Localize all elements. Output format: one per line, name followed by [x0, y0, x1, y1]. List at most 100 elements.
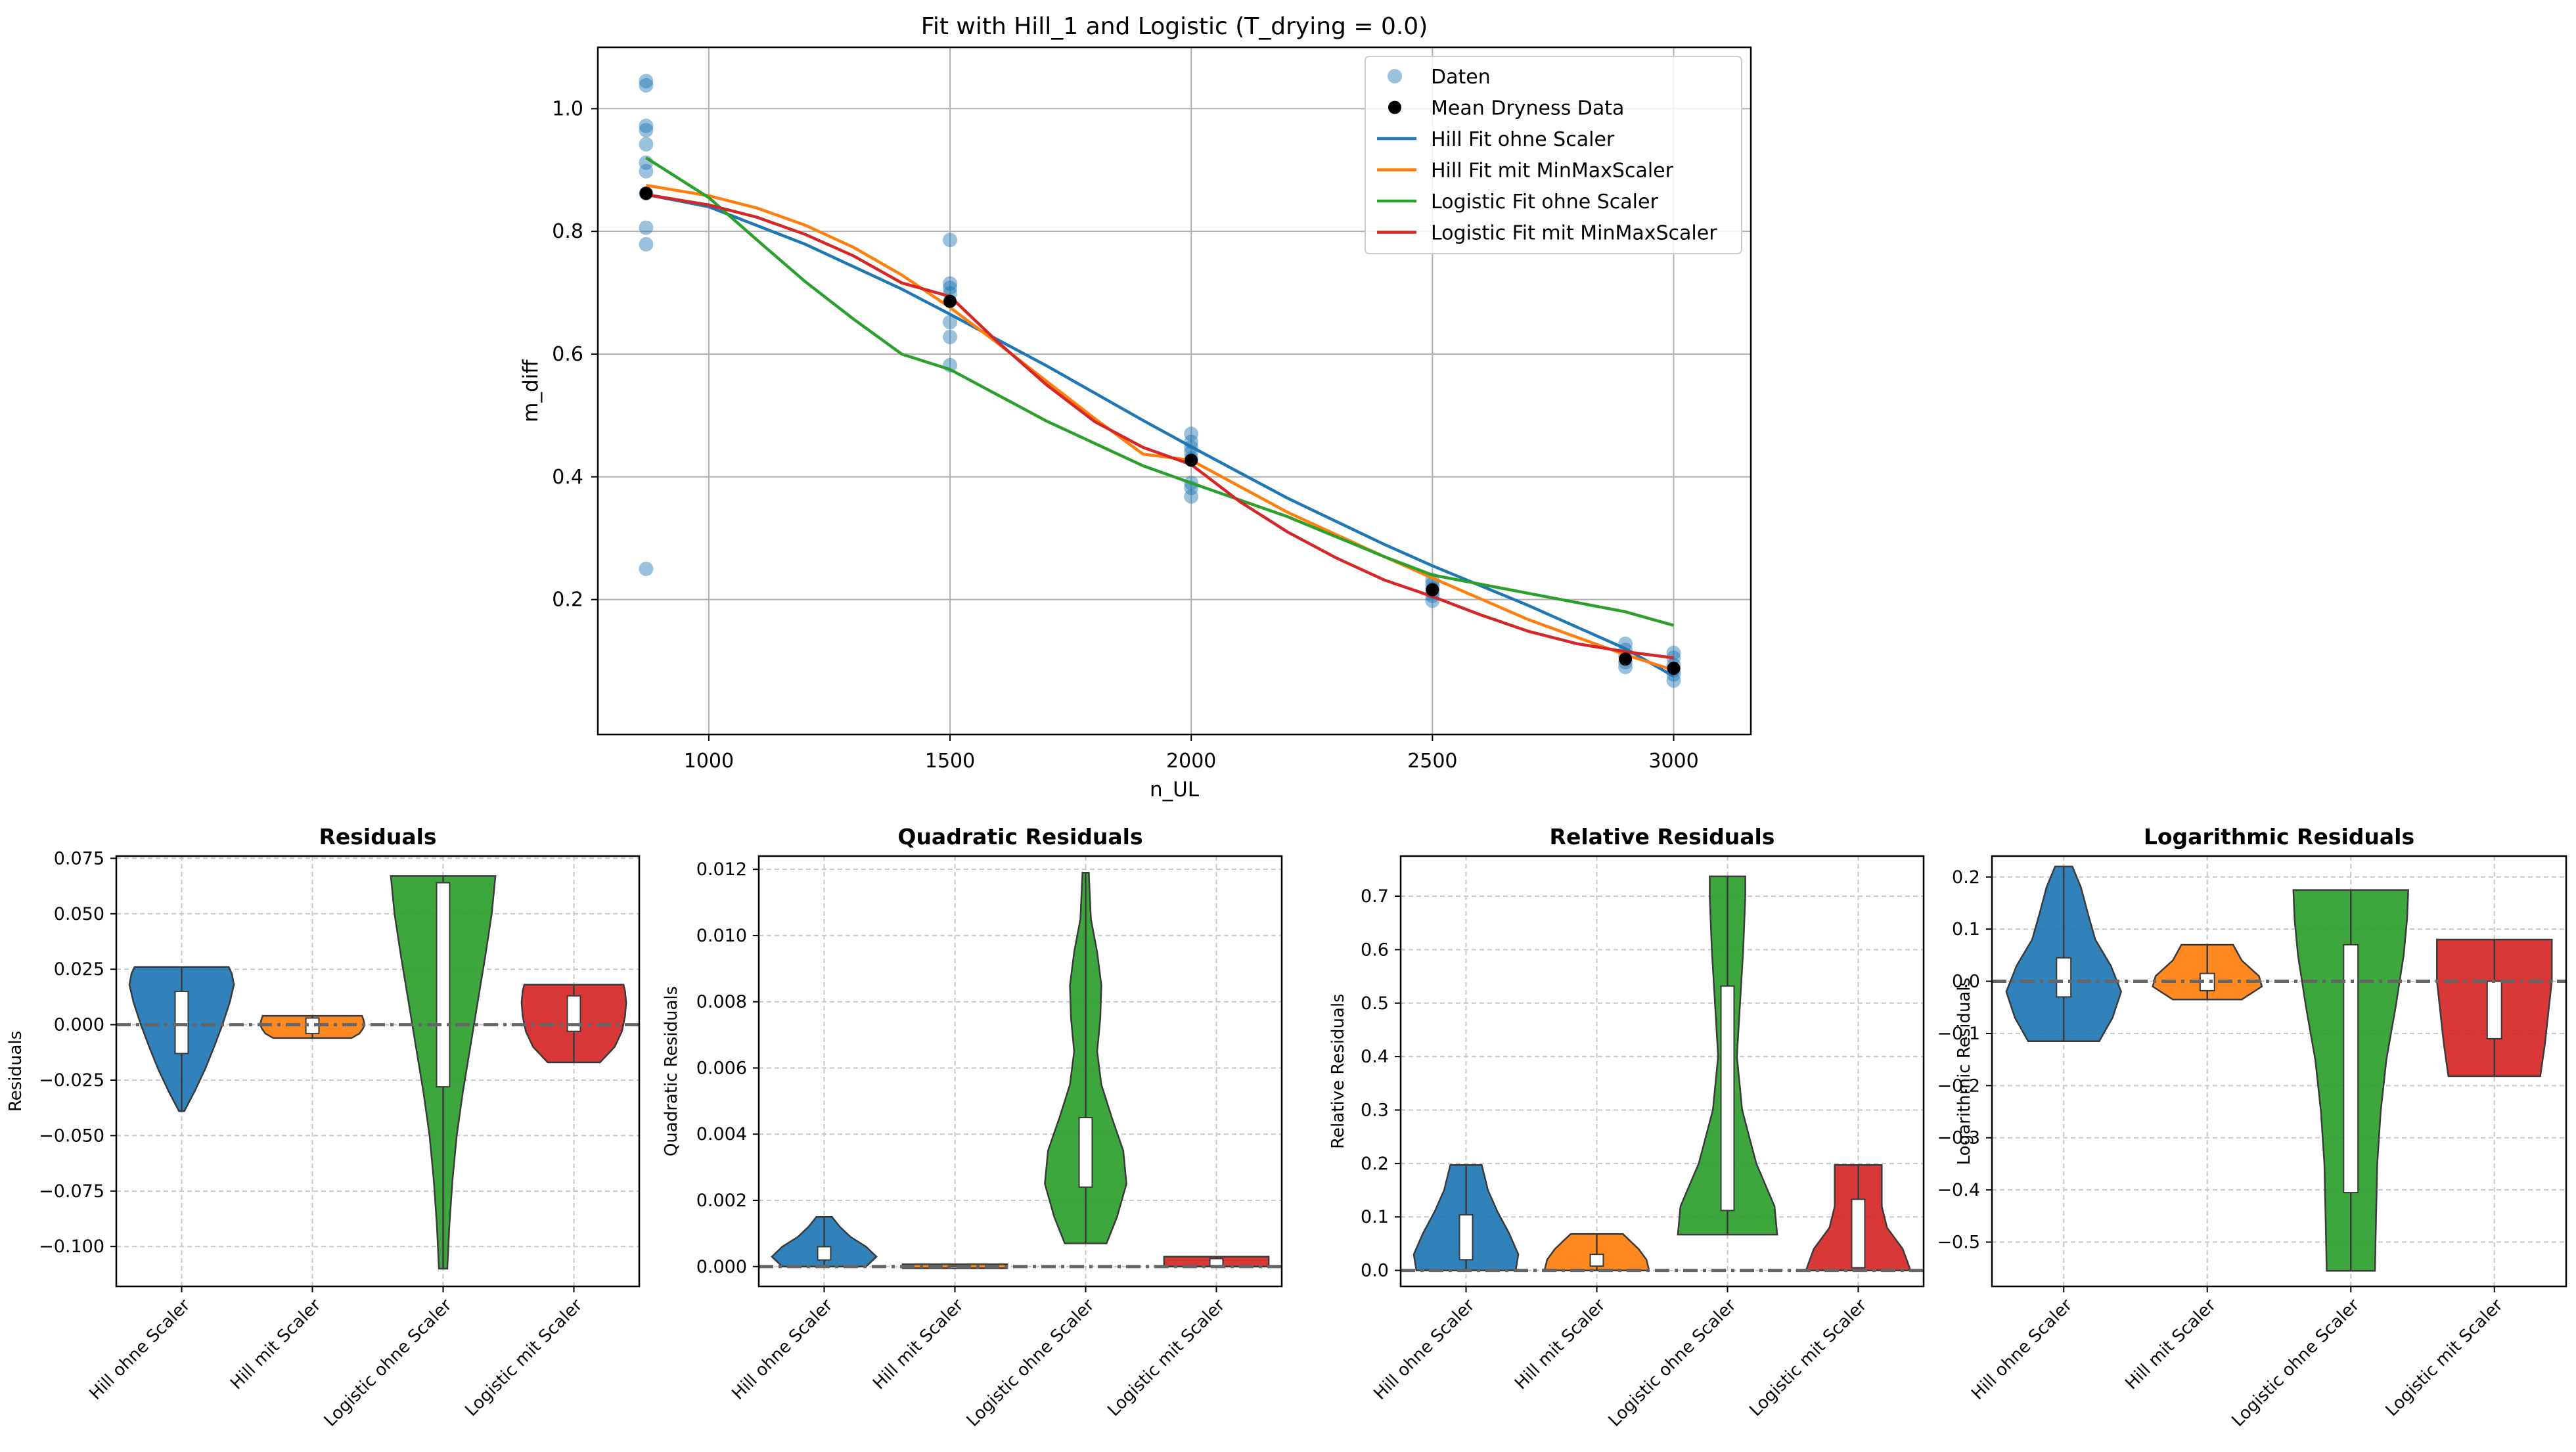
x-tick-label: Logistic mit Scaler — [461, 1296, 586, 1420]
quadratic-residuals-violin-plot: 0.000 0.002 0.004 0.006 0.008 0.010 0.012 Hill … — [662, 824, 1283, 1431]
residuals-violin-plot: −0.100 −0.075 −0.050 −0.025 0.000 0.025 0.050 0… — [6, 824, 641, 1431]
chart-title: Fit with Hill_1 and Logistic (T_drying =… — [921, 13, 1428, 40]
legend-label: Hill Fit ohne Scaler — [1431, 128, 1615, 151]
y-tick-label: 0.6 — [552, 343, 583, 366]
x-tick-label: 1000 — [684, 750, 734, 773]
plot-frame — [757, 855, 1283, 1288]
y-tick-label: 0.2 — [552, 589, 583, 612]
data-point — [639, 123, 654, 138]
subplot-title: Residuals — [319, 824, 436, 850]
y-tick-label: −0.100 — [39, 1236, 104, 1257]
y-tick-label: 0.2 — [1952, 867, 1980, 888]
y-axis-label: Residuals — [6, 1031, 26, 1112]
x-tick-label: 3000 — [1648, 750, 1698, 773]
fit-line-1 — [646, 183, 1675, 672]
x-tick-label: Logistic mit Scaler — [2382, 1296, 2507, 1420]
mean-point — [1426, 583, 1439, 597]
violin-box-2 — [1720, 985, 1735, 1212]
plot-frame — [1399, 855, 1925, 1288]
x-tick-label: Logistic mit Scaler — [1104, 1296, 1229, 1420]
x-tick-label: Hill mit Scaler — [869, 1296, 968, 1394]
plot-frame — [115, 855, 641, 1288]
y-tick-label: 0.0 — [1361, 1261, 1389, 1281]
y-tick-label: 0.075 — [54, 848, 104, 869]
y-tick-label: 0.012 — [696, 859, 747, 880]
main-fit-plot: 1000 1500 2000 2500 3000 0.2 0.4 0.6 0.8 1.0 Fit w… — [519, 13, 1752, 802]
data-point — [1666, 673, 1681, 688]
y-tick-label: −0.025 — [39, 1070, 104, 1091]
plot-frame — [597, 46, 1752, 736]
y-tick-label: 0.000 — [54, 1015, 104, 1035]
plot-frame — [1991, 855, 2567, 1288]
x-tick-label: 1500 — [925, 750, 975, 773]
subplot-title: Relative Residuals — [1550, 824, 1775, 850]
data-point — [639, 118, 654, 133]
violin-box-1 — [1589, 1254, 1604, 1267]
y-tick-label: 0.0 — [1952, 972, 1980, 992]
data-point — [1666, 650, 1681, 666]
logarithmic-residuals-violin-plot: −0.5 −0.4 −0.3 −0.2 −0.1 0.0 0.1 0.2 Hill ohne S… — [1937, 824, 2567, 1431]
data-point — [639, 164, 654, 179]
subplot-title: Logarithmic Residuals — [2144, 824, 2414, 850]
x-tick-label: Hill ohne Scaler — [86, 1296, 194, 1404]
violin-box-2 — [436, 882, 451, 1088]
data-point — [639, 78, 654, 93]
x-tick-label: Hill ohne Scaler — [729, 1296, 837, 1404]
x-tick-label: Hill mit Scaler — [2121, 1296, 2220, 1394]
data-point — [639, 561, 654, 576]
y-axis-label: Logarithmic Residuals — [1955, 978, 1974, 1165]
subplot-title: Quadratic Residuals — [897, 824, 1142, 850]
violin-box-0 — [2056, 957, 2072, 998]
data-point — [943, 276, 958, 291]
legend-label: Daten — [1431, 66, 1491, 89]
y-tick-label: −0.4 — [1937, 1180, 1980, 1200]
legend-label: Logistic Fit mit MinMaxScaler — [1431, 222, 1717, 245]
violin-box-2 — [2343, 943, 2359, 1194]
y-tick-label: −0.075 — [39, 1181, 104, 1202]
fit-line-3 — [646, 193, 1674, 660]
x-tick-label: 2500 — [1407, 750, 1457, 773]
y-tick-label: 0.002 — [696, 1191, 747, 1211]
violin-box-0 — [817, 1246, 832, 1261]
violin-box-2 — [1078, 1117, 1093, 1188]
mean-point — [1667, 662, 1681, 675]
data-point — [943, 315, 958, 330]
mean-point — [943, 294, 957, 308]
relative-residuals-violin-plot: 0.0 0.1 0.2 0.3 0.4 0.5 0.6 0.7 Hill ohne Scaler… — [1328, 824, 1925, 1430]
x-tick-label: Logistic mit Scaler — [1746, 1296, 1870, 1420]
y-tick-label: 0.008 — [696, 992, 747, 1012]
fit-line-2 — [645, 156, 1675, 627]
y-tick-label: 0.1 — [1952, 919, 1980, 940]
x-tick-label: Hill ohne Scaler — [1370, 1296, 1479, 1404]
y-axis-label: m_diff — [519, 359, 543, 422]
y-axis-label: Quadratic Residuals — [662, 986, 681, 1156]
data-point — [1184, 489, 1199, 504]
mean-point — [639, 187, 653, 200]
violin-box-3 — [1851, 1198, 1866, 1269]
x-tick-label: Logistic ohne Scaler — [321, 1296, 456, 1431]
data-point — [943, 233, 958, 248]
legend-marker-daten — [1388, 69, 1402, 83]
x-axis-label: n_UL — [1150, 778, 1200, 802]
y-tick-label: 0.4 — [552, 466, 583, 489]
x-tick-label: Logistic ohne Scaler — [2228, 1296, 2363, 1431]
y-tick-label: 0.7 — [1361, 886, 1389, 907]
y-tick-label: 0.6 — [1361, 940, 1389, 960]
y-tick-label: −0.050 — [39, 1125, 104, 1146]
data-point — [1184, 426, 1199, 442]
y-tick-label: 0.000 — [696, 1257, 747, 1277]
violin-box-3 — [2486, 980, 2502, 1039]
y-tick-label: 0.4 — [1361, 1047, 1389, 1067]
y-tick-label: 0.050 — [54, 904, 104, 924]
data-point — [943, 329, 958, 344]
y-tick-label: −0.1 — [1937, 1024, 1980, 1044]
mean-point — [1185, 453, 1198, 467]
y-tick-label: 1.0 — [552, 97, 583, 120]
data-point — [943, 281, 958, 296]
legend-label: Mean Dryness Data — [1431, 97, 1624, 120]
legend-box — [1365, 56, 1742, 254]
x-tick-label: Logistic ohne Scaler — [963, 1296, 1098, 1431]
y-tick-label: −0.5 — [1937, 1233, 1980, 1253]
y-tick-label: 0.3 — [1361, 1100, 1389, 1120]
